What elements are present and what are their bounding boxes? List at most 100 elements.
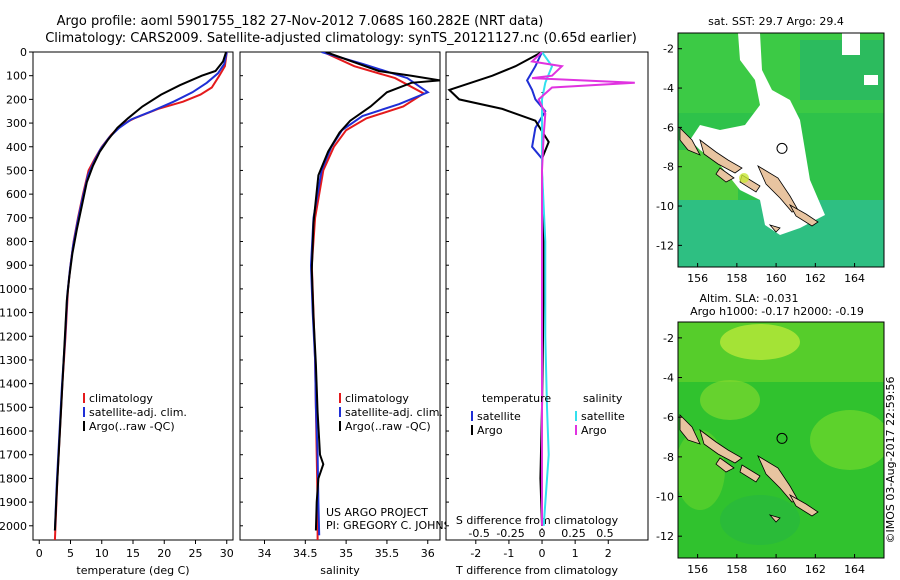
diff-xlabel-top: S difference from climatology	[456, 514, 619, 527]
temperature-xlabel: temperature (deg C)	[76, 564, 189, 577]
figure-title-line2: Climatology: CARS2009. Satellite-adjuste…	[45, 31, 637, 46]
pi-annotation-line1: US ARGO PROJECT	[326, 506, 428, 519]
diff-xtick-S-label: 0.25	[561, 527, 586, 540]
diff-legend-label: Argo	[581, 424, 607, 437]
salinity-xtick-label: 35.5	[375, 547, 400, 560]
temperature-xtick-label: 25	[189, 547, 203, 560]
temperature-ytick-label: 200	[6, 93, 27, 106]
temperature-ytick-label: 1200	[0, 330, 27, 343]
salinity-profile-plot: 34 34.5 35 35.5 36 salinity climatologysatelli…	[239, 51, 467, 577]
temperature-ytick-label: 2000	[0, 520, 27, 533]
salinity-series-group	[309, 52, 440, 540]
figure-title-line1: Argo profile: aoml 5901755_182 27-Nov-20…	[57, 14, 544, 29]
diff-xtick-T-label: 0	[539, 547, 546, 560]
temperature-ytick-label: 800	[6, 236, 27, 249]
difference-series-s-argo	[529, 52, 635, 526]
temperature-ytick-label: 1400	[0, 378, 27, 391]
difference-series-group	[447, 52, 635, 526]
temperature-ytick-label: 500	[6, 164, 27, 177]
sst-map: sat. SST: 29.7 Argo: 29.4 156 158 160 162 16…	[656, 15, 885, 285]
difference-plot-frame	[445, 51, 649, 541]
diff-xtick-S-label: -0.25	[496, 527, 524, 540]
diff-xlabel: T difference from climatology	[455, 564, 618, 577]
temperature-ytick-label: 1700	[0, 449, 27, 462]
temperature-ytick-label: 700	[6, 212, 27, 225]
sla-map: Altim. SLA: -0.031 Argo h1000: -0.17 h20…	[656, 292, 885, 576]
difference-series-s-satellite	[541, 52, 554, 526]
temperature-xtick-label: 0	[36, 547, 43, 560]
sst-map-xtick-label: 160	[766, 272, 787, 285]
temperature-xtick-label: 15	[126, 547, 140, 560]
sla-map-ytick-label: -10	[656, 491, 674, 504]
temperature-ytick-label: 400	[6, 141, 27, 154]
sst-map-ytick-label: -4	[663, 82, 674, 95]
sst-map-ytick-label: -2	[663, 43, 674, 56]
diff-xtick-S-label: 0	[539, 527, 546, 540]
temperature-series-argo-raw-qc-	[53, 52, 228, 531]
sla-map-ytick-label: -8	[663, 451, 674, 464]
diff-legend-label: satellite	[477, 410, 521, 423]
sla-map-argo-location-marker	[776, 432, 788, 444]
temperature-ytick-label: 900	[6, 259, 27, 272]
temperature-plot-frame	[32, 51, 234, 541]
salinity-legend-label: Argo(..raw -QC)	[345, 420, 431, 433]
diff-xtick-T-label: 1	[572, 547, 579, 560]
sst-map-ytick-label: -6	[663, 121, 674, 134]
temperature-ytick-label: 100	[6, 70, 27, 83]
temperature-legend-label: climatology	[89, 392, 153, 405]
diff-xtick-T-label: 2	[605, 547, 612, 560]
sst-map-title: sat. SST: 29.7 Argo: 29.4	[708, 15, 844, 28]
temperature-ytick-label: 300	[6, 117, 27, 130]
diff-xtick-T-label: -2	[470, 547, 481, 560]
sst-map-xtick-label: 162	[805, 272, 826, 285]
sla-map-xtick-label: 164	[844, 563, 865, 576]
sla-map-title-line2: Argo h1000: -0.17 h2000: -0.19	[690, 305, 864, 318]
sst-map-ytick-label: -10	[656, 200, 674, 213]
salinity-legend-label: satellite-adj. clim.	[345, 406, 443, 419]
temperature-ytick-label: 1000	[0, 283, 27, 296]
diff-legend-label: Argo	[477, 424, 503, 437]
temperature-series-group	[53, 52, 228, 540]
temperature-profile-plot: 0 100 200 300 400 500 600 700 800 900 1000 1100 1200…	[0, 46, 234, 577]
temperature-ytick-label: 1900	[0, 496, 27, 509]
temperature-ytick-label: 1600	[0, 425, 27, 438]
diff-legend-title-temperature: temperature	[482, 392, 551, 405]
temperature-xtick-label: 30	[220, 547, 234, 560]
pi-annotation-line2: PI: GREGORY C. JOHNSON	[326, 519, 467, 532]
diff-xtick-S-label: -0.5	[468, 527, 489, 540]
sla-map-xtick-label: 160	[766, 563, 787, 576]
imos-timestamp: ©IMOS 03-Aug-2017 22:59:56	[884, 377, 897, 544]
temperature-ytick-label: 1100	[0, 307, 27, 320]
sla-map-ytick-label: -6	[663, 411, 674, 424]
temperature-xtick-label: 20	[157, 547, 171, 560]
sst-map-argo-location-marker	[776, 142, 788, 154]
temperature-xtick-label: 5	[67, 547, 74, 560]
sla-map-xtick-label: 156	[687, 563, 708, 576]
salinity-series-satellite-adj-clim-	[309, 52, 430, 536]
difference-profile-plot: -2 -1 0 1 2 -0.5 -0.25 0 0.25 0.5S difference fro…	[445, 51, 649, 577]
temperature-legend-label: Argo(..raw -QC)	[89, 420, 175, 433]
salinity-xtick-label: 34.5	[293, 547, 318, 560]
salinity-plot-frame	[239, 51, 441, 541]
temperature-legend-label: satellite-adj. clim.	[89, 406, 187, 419]
sla-map-ytick-label: -4	[663, 372, 674, 385]
salinity-series-argo-raw-qc-	[310, 52, 440, 531]
sst-map-ytick-label: -12	[656, 239, 674, 252]
sla-map-title-line1: Altim. SLA: -0.031	[699, 292, 798, 305]
temperature-ytick-label: 600	[6, 188, 27, 201]
temperature-ytick-label: 1500	[0, 401, 27, 414]
diff-legend-label: satellite	[581, 410, 625, 423]
diff-xtick-S-label: 0.5	[596, 527, 614, 540]
sst-map-xtick-label: 156	[687, 272, 708, 285]
temperature-ytick-label: 1800	[0, 472, 27, 485]
diff-xtick-T-label: -1	[503, 547, 514, 560]
salinity-xtick-label: 35	[339, 547, 353, 560]
sla-map-ytick-label: -2	[663, 332, 674, 345]
diff-legend-title-salinity: salinity	[583, 392, 623, 405]
sla-map-xtick-label: 158	[726, 563, 747, 576]
sst-map-ytick-label: -8	[663, 161, 674, 174]
sst-map-xtick-label: 164	[844, 272, 865, 285]
salinity-xtick-label: 36	[421, 547, 435, 560]
salinity-legend-label: climatology	[345, 392, 409, 405]
